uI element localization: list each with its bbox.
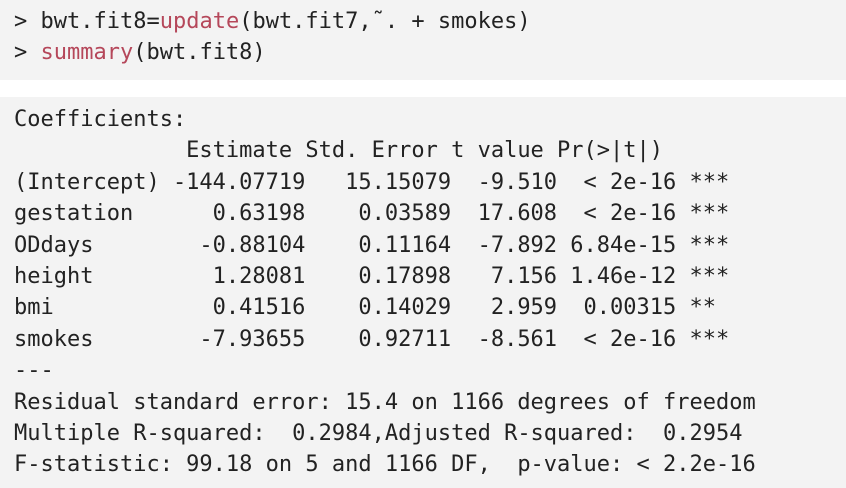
- residual-standard-error: Residual standard error: 15.4 on 1166 de…: [14, 389, 756, 415]
- code-input-block: > bwt.fit8=update(bwt.fit7,˜. + smokes) …: [0, 0, 846, 80]
- coefficient-row-gestation: gestation 0.63198 0.03589 17.608 < 2e-16…: [14, 201, 730, 227]
- coefficient-row-bmi: bmi 0.41516 0.14029 2.959 0.00315 **: [14, 295, 716, 321]
- function-args: (bwt.fit8): [133, 40, 266, 65]
- console-output-block: Coefficients: Estimate Std. Error t valu…: [0, 97, 846, 488]
- coefficient-row-smokes: smokes -7.93655 0.92711 -8.561 < 2e-16 *…: [14, 326, 730, 352]
- coefficient-row-height: height 1.28081 0.17898 7.156 1.46e-12 **…: [14, 263, 730, 289]
- f-statistic-line: F-statistic: 99.18 on 5 and 1166 DF, p-v…: [14, 452, 756, 478]
- coefficients-label: Coefficients:: [14, 107, 187, 132]
- coefficient-row-oddays: ODdays -0.88104 0.11164 -7.892 6.84e-15 …: [14, 232, 730, 258]
- prompt-symbol: >: [14, 9, 41, 34]
- significance-separator: ---: [14, 358, 54, 384]
- code-line-summary: > summary(bwt.fit8): [0, 37, 846, 68]
- function-args: (bwt.fit7,˜. + smokes): [239, 9, 531, 34]
- function-name-summary: summary: [40, 40, 134, 65]
- function-name-update: update: [159, 9, 240, 34]
- assignment-text: bwt.fit8=: [40, 9, 160, 34]
- code-line-update: > bwt.fit8=update(bwt.fit7,˜. + smokes): [0, 6, 846, 37]
- r-squared-line: Multiple R-squared: 0.2984,Adjusted R-sq…: [14, 420, 743, 446]
- coefficient-row-intercept: (Intercept) -144.07719 15.15079 -9.510 <…: [14, 169, 730, 195]
- prompt-symbol: >: [14, 40, 41, 65]
- coefficients-header: Estimate Std. Error t value Pr(>|t|): [14, 138, 664, 164]
